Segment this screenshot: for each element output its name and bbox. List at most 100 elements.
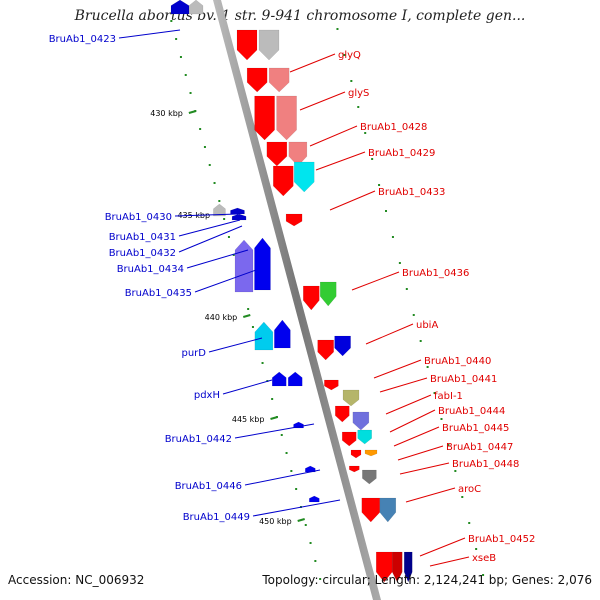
major-tick: [270, 416, 278, 420]
tick-dot: [179, 56, 182, 58]
gene-leader-line: [419, 537, 466, 557]
gene-arrow-forward: [357, 429, 372, 445]
gene-arrow-forward: [288, 141, 308, 167]
backbone-layer: [213, 0, 381, 600]
gene-label-bruab1-0423: BruAb1_0423: [49, 34, 116, 45]
gene-label-bruab1-0452: BruAb1_0452: [468, 534, 535, 545]
tick-dot: [461, 496, 464, 498]
gene-leader-line: [252, 499, 341, 517]
gene-arrow-forward: [236, 29, 258, 61]
major-tick: [188, 110, 197, 114]
gene-arrow-forward: [334, 335, 351, 357]
gene-arrow-forward: [254, 95, 275, 141]
tick-dot: [440, 418, 443, 420]
gene-label-fabi-1: fabI-1: [434, 391, 463, 402]
tick-dot: [199, 128, 202, 130]
scale-label: 430 kbp: [150, 109, 183, 118]
gene-label-bruab1-0434: BruAb1_0434: [117, 264, 184, 275]
tick-dot: [251, 326, 254, 328]
gene-label-bruab1-0442: BruAb1_0442: [165, 434, 232, 445]
gene-arrow-forward: [375, 551, 393, 583]
gene-arrow-forward: [303, 285, 320, 311]
tick-dot: [364, 132, 367, 134]
tick-dot: [350, 80, 353, 82]
gene-label-bruab1-0432: BruAb1_0432: [109, 248, 176, 259]
gene-label-bruab1-0429: BruAb1_0429: [368, 148, 435, 159]
tick-dot: [213, 182, 216, 184]
gene-leader-line: [118, 29, 181, 39]
gene-leader-line: [309, 125, 358, 147]
tick-dot: [412, 314, 415, 316]
gene-arrow-reverse: [274, 319, 291, 349]
tick-dot: [357, 106, 360, 108]
gene-arrow-forward: [246, 67, 268, 93]
gene-label-bruab1-0431: BruAb1_0431: [109, 232, 176, 243]
gene-leader-line: [373, 359, 422, 379]
gene-arrow-reverse: [170, 0, 190, 15]
tick-dot: [391, 236, 394, 238]
topology-summary: Topology: circular; Length: 2,124,241 bp…: [262, 573, 592, 587]
tick-dot: [189, 92, 192, 94]
tick-dot: [468, 522, 471, 524]
tick-dot: [304, 524, 307, 526]
tick-dot: [170, 20, 173, 22]
gene-arrow-reverse: [213, 203, 226, 217]
tick-dot: [285, 452, 288, 454]
gene-label-bruab1-0433: BruAb1_0433: [378, 187, 445, 198]
gene-label-bruab1-0444: BruAb1_0444: [438, 406, 505, 417]
tick-dot: [223, 218, 226, 220]
gene-arrow-forward: [317, 339, 334, 361]
gene-label-bruab1-0428: BruAb1_0428: [360, 122, 427, 133]
gene-leader-line: [194, 269, 257, 293]
gene-arrow-forward: [364, 449, 378, 457]
gene-label-bruab1-0435: BruAb1_0435: [125, 288, 192, 299]
tick-dot: [175, 38, 178, 40]
tick-dot: [295, 488, 298, 490]
label-layer: BruAb1_0423 BruAb1_0430 BruAb1_0431 BruAb1_…: [49, 29, 535, 567]
tick-dot: [261, 362, 264, 364]
tick-dot: [433, 392, 436, 394]
gene-arrow-reverse: [188, 0, 204, 15]
gene-arrow-reverse: [234, 239, 254, 293]
gene-leader-line: [393, 426, 440, 447]
gene-label-bruab1-0430: BruAb1_0430: [105, 212, 172, 223]
tick-dot: [309, 542, 312, 544]
accession-label: Accession: NC_006932: [8, 573, 145, 587]
gene-label-bruab1-0449: BruAb1_0449: [183, 512, 250, 523]
gene-arrow-forward: [352, 411, 370, 431]
tick-dot: [419, 340, 422, 342]
gene-leader-line: [222, 379, 273, 395]
gene-arrow-forward: [324, 379, 339, 391]
tick-dot: [371, 158, 374, 160]
gene-arrow-reverse: [254, 237, 271, 291]
tick-dot: [280, 434, 283, 436]
gene-leader-line: [397, 445, 444, 461]
tick-dot: [208, 164, 211, 166]
tick-dot: [203, 146, 206, 148]
gene-arrow-forward: [285, 213, 303, 227]
tick-dot: [426, 366, 429, 368]
gene-label-bruab1-0441: BruAb1_0441: [430, 374, 497, 385]
gene-leader-line: [315, 151, 366, 171]
gene-label-bruab1-0440: BruAb1_0440: [424, 356, 491, 367]
tick-dot: [405, 288, 408, 290]
tick-dot: [319, 578, 322, 580]
gene-leader-line: [385, 394, 432, 415]
gene-label-aroc: aroC: [458, 484, 481, 495]
gene-leader-line: [178, 225, 243, 253]
gene-label-pdxh: pdxH: [194, 390, 220, 401]
gene-arrow-reverse: [287, 371, 303, 387]
gene-label-xseb: xseB: [472, 553, 496, 564]
gene-arrow-reverse: [230, 207, 245, 215]
gene-arrow-forward: [273, 165, 294, 197]
gene-leader-line: [244, 469, 321, 486]
gene-leader-line: [289, 53, 336, 73]
tick-dot: [343, 54, 346, 56]
tick-dot: [314, 560, 317, 562]
tick-dot: [336, 28, 339, 30]
gene-arrow-forward: [293, 161, 315, 193]
tick-dot: [398, 262, 401, 264]
gene-arrow-forward: [258, 29, 280, 61]
scale-label: 440 kbp: [205, 313, 238, 322]
